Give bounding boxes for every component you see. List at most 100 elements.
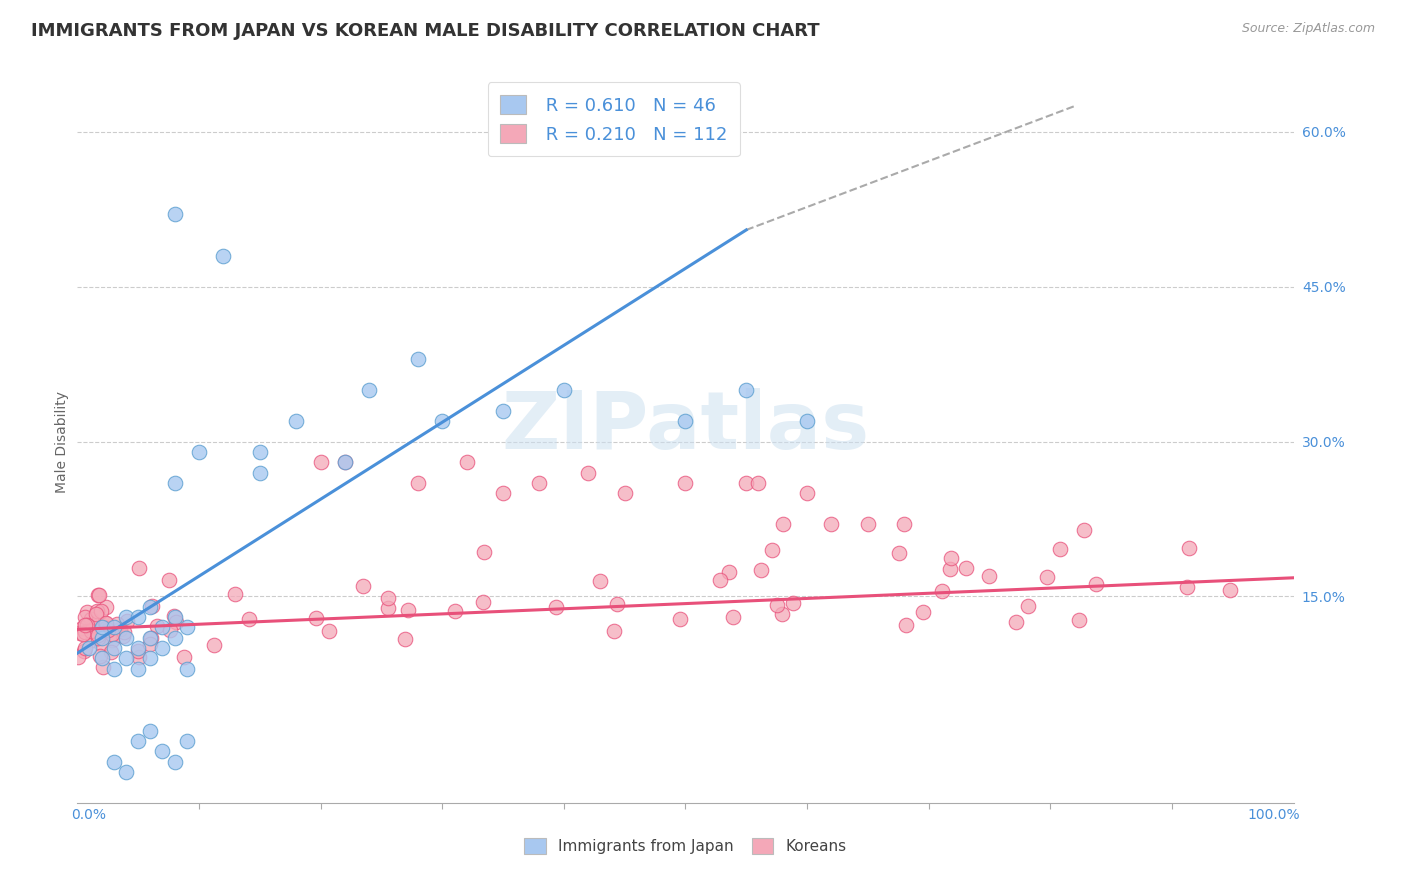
Point [735, 475, 758, 490]
Text: Source: ZipAtlas.com: Source: ZipAtlas.com [1241, 22, 1375, 36]
Point [176, 734, 198, 748]
Point [318, 624, 340, 638]
Point [103, 620, 125, 634]
Point [718, 566, 741, 580]
Point [576, 466, 599, 480]
Point [86, 588, 108, 602]
Point [79, 640, 101, 655]
Point [100, 632, 122, 647]
Legend: Immigrants from Japan, Koreans: Immigrants from Japan, Koreans [519, 832, 852, 860]
Point [394, 632, 416, 646]
Point [669, 612, 692, 626]
Point [70, 622, 93, 636]
Point [127, 640, 149, 655]
Point [1049, 541, 1071, 556]
Point [472, 595, 495, 609]
Point [96, 621, 118, 635]
Point [359, 383, 381, 397]
Point [127, 662, 149, 676]
Point [139, 631, 162, 645]
Point [749, 563, 772, 577]
Point [377, 591, 399, 605]
Point [747, 475, 769, 490]
Point [139, 599, 162, 614]
Point [152, 744, 174, 758]
Point [87, 588, 110, 602]
Text: 100.0%: 100.0% [1247, 808, 1299, 822]
Point [333, 455, 356, 469]
Point [224, 587, 246, 601]
Point [1175, 580, 1198, 594]
Point [76, 605, 98, 619]
Point [115, 631, 138, 645]
Point [146, 619, 169, 633]
Point [492, 486, 515, 500]
Point [939, 561, 962, 575]
Point [139, 638, 162, 652]
Y-axis label: Male Disability: Male Disability [55, 391, 69, 492]
Point [127, 734, 149, 748]
Point [90, 631, 112, 645]
Point [73, 640, 96, 655]
Point [69, 625, 91, 640]
Point [90, 651, 112, 665]
Point [1178, 541, 1201, 555]
Point [165, 615, 187, 629]
Point [112, 625, 135, 640]
Point [157, 574, 180, 588]
Point [101, 627, 124, 641]
Point [115, 764, 138, 779]
Point [613, 486, 636, 500]
Point [115, 651, 138, 665]
Point [212, 249, 235, 263]
Point [72, 626, 94, 640]
Point [75, 624, 97, 639]
Point [163, 475, 186, 490]
Point [406, 475, 429, 490]
Point [1067, 613, 1090, 627]
Point [163, 207, 186, 221]
Point [90, 620, 112, 634]
Point [152, 640, 174, 655]
Point [82, 619, 104, 633]
Point [73, 643, 96, 657]
Point [305, 611, 328, 625]
Point [544, 600, 567, 615]
Point [675, 414, 697, 428]
Point [112, 629, 135, 643]
Point [1035, 570, 1057, 584]
Point [80, 612, 103, 626]
Point [529, 475, 551, 490]
Point [1073, 524, 1095, 538]
Point [128, 560, 150, 574]
Point [152, 620, 174, 634]
Point [472, 544, 495, 558]
Point [141, 599, 163, 613]
Point [73, 618, 96, 632]
Point [163, 609, 186, 624]
Point [782, 596, 804, 610]
Text: ZIPatlas: ZIPatlas [502, 388, 869, 467]
Point [128, 649, 150, 664]
Point [333, 455, 356, 469]
Point [89, 648, 111, 663]
Point [176, 662, 198, 676]
Point [911, 605, 934, 619]
Point [188, 445, 211, 459]
Point [105, 617, 128, 632]
Point [675, 475, 697, 490]
Point [603, 624, 626, 639]
Point [108, 622, 131, 636]
Point [249, 466, 271, 480]
Point [202, 638, 225, 652]
Point [889, 546, 911, 560]
Point [103, 755, 125, 769]
Point [430, 414, 453, 428]
Point [66, 649, 89, 664]
Point [159, 623, 181, 637]
Point [931, 584, 953, 599]
Point [709, 573, 731, 587]
Point [444, 604, 467, 618]
Point [309, 455, 332, 469]
Point [735, 383, 758, 397]
